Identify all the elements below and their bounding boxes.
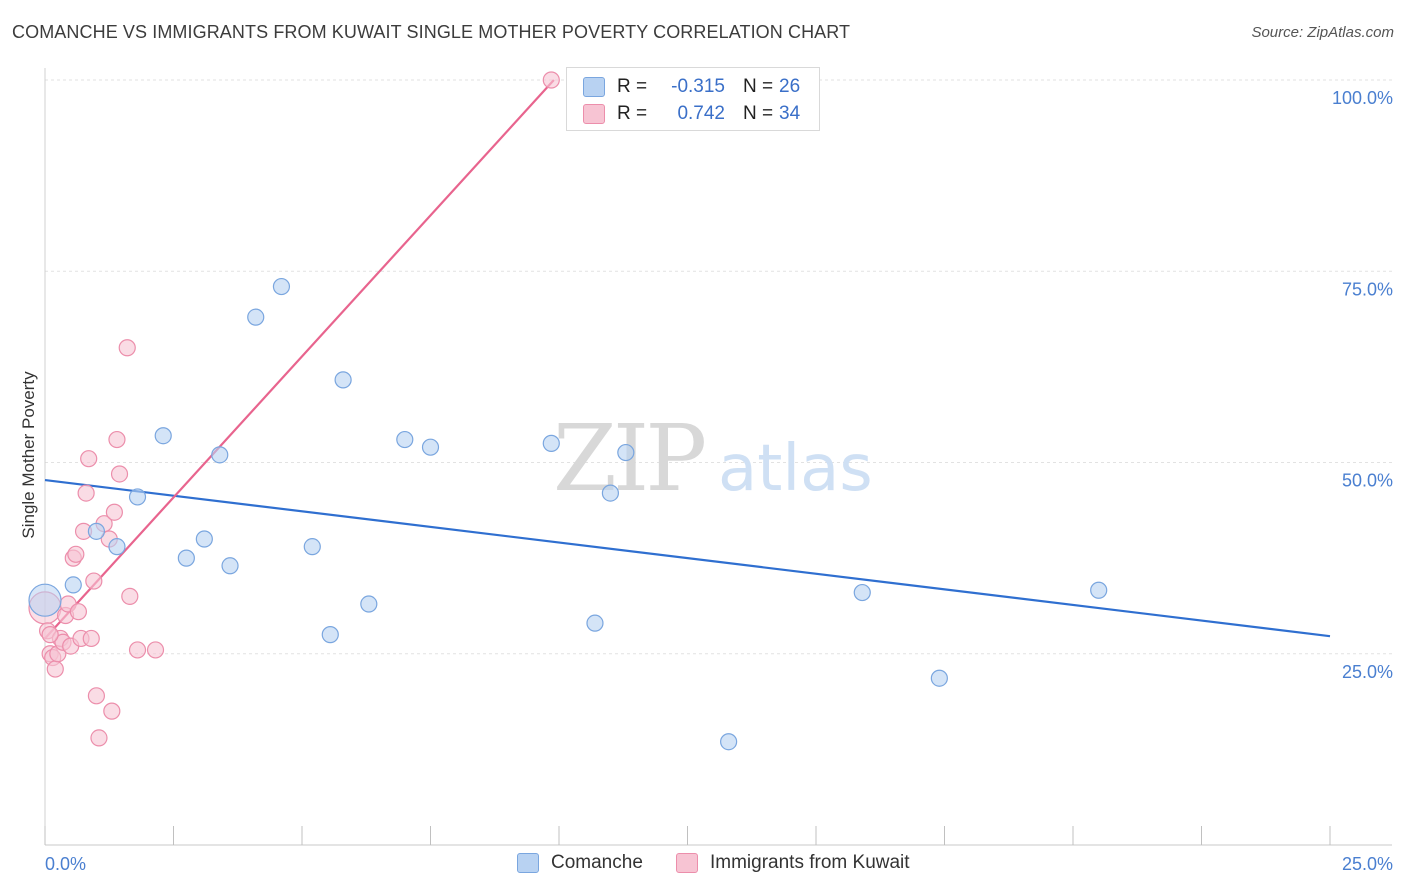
point-comanche — [853, 583, 871, 602]
point-kuwait — [121, 587, 139, 605]
point-comanche — [195, 530, 213, 548]
point-comanche — [87, 522, 106, 540]
point-kuwait — [67, 545, 85, 563]
point-kuwait — [108, 430, 126, 449]
point-comanche — [617, 443, 635, 462]
point-comanche — [360, 595, 378, 613]
point-comanche — [211, 446, 229, 464]
point-kuwait — [146, 641, 165, 659]
kuwait-swatch — [676, 853, 698, 873]
point-comanche — [334, 371, 352, 389]
x-tick-label: 25.0% — [1342, 854, 1393, 874]
point-comanche — [64, 576, 82, 594]
legend-item-kuwait[interactable]: Immigrants from Kuwait — [676, 852, 910, 874]
axes — [44, 68, 1392, 846]
point-kuwait — [105, 503, 123, 521]
point-comanche — [321, 626, 339, 644]
point-comanche — [272, 277, 291, 296]
legend-label: Comanche — [551, 852, 643, 873]
legend-label: Immigrants from Kuwait — [710, 852, 910, 873]
point-comanche — [221, 557, 239, 575]
legend-row-comanche: R = -0.315 N = 26 — [583, 75, 800, 99]
watermark: ZIPatlas — [553, 405, 873, 512]
watermark-atlas: atlas — [718, 432, 873, 506]
r-value: -0.315 — [671, 76, 725, 97]
point-comanche — [177, 549, 195, 567]
data-points — [28, 71, 1108, 751]
point-comanche — [396, 430, 414, 449]
n-value: 26 — [779, 76, 801, 97]
point-comanche — [542, 434, 560, 452]
kuwait-swatch — [583, 104, 605, 124]
point-comanche — [421, 438, 440, 456]
point-kuwait — [110, 465, 129, 483]
point-comanche — [1090, 581, 1108, 599]
point-comanche — [128, 488, 147, 506]
point-comanche — [930, 669, 948, 687]
point-kuwait — [80, 450, 98, 468]
point-kuwait — [46, 660, 64, 678]
trend-line-comanche — [44, 479, 1331, 638]
point-comanche — [586, 614, 604, 632]
comanche-swatch — [517, 853, 539, 873]
correlation-legend: R = -0.315 N = 26 R = 0.742 N = 34 — [566, 67, 820, 131]
n-label: N = — [743, 103, 774, 124]
point-kuwait — [87, 687, 106, 705]
point-kuwait — [128, 641, 147, 659]
point-comanche — [720, 733, 738, 751]
r-label: R = — [617, 76, 648, 97]
point-kuwait — [542, 71, 560, 89]
point-kuwait — [69, 603, 88, 621]
r-label: R = — [617, 103, 648, 124]
point-kuwait — [118, 339, 136, 357]
n-value: 34 — [779, 103, 801, 124]
y-tick-label: 25.0% — [1342, 662, 1393, 682]
chart-title: COMANCHE VS IMMIGRANTS FROM KUWAIT SINGL… — [12, 22, 851, 42]
comanche-swatch — [583, 77, 605, 97]
trend-line-kuwait — [44, 79, 555, 640]
point-comanche — [28, 583, 62, 617]
y-axis-label: Single Mother Poverty — [19, 371, 38, 539]
x-tick-label: 0.0% — [45, 854, 86, 874]
point-kuwait — [82, 629, 100, 648]
point-comanche — [303, 538, 321, 556]
y-tick-label: 50.0% — [1342, 471, 1393, 491]
y-tick-label: 75.0% — [1342, 279, 1393, 299]
source-label: Source: ZipAtlas.com — [1251, 24, 1394, 41]
point-comanche — [154, 427, 172, 445]
legend-row-kuwait: R = 0.742 N = 34 — [583, 102, 800, 126]
n-label: N = — [743, 76, 774, 97]
legend-item-comanche[interactable]: Comanche — [517, 852, 643, 874]
tick-labels: 25.0% 50.0% 75.0% 100.0% 0.0% 25.0% — [45, 88, 1393, 874]
r-value: 0.742 — [677, 103, 725, 124]
point-comanche — [108, 538, 126, 556]
point-kuwait — [77, 484, 95, 502]
point-kuwait — [85, 572, 103, 590]
point-comanche — [601, 484, 620, 502]
trend-lines — [44, 79, 1331, 640]
y-tick-label: 100.0% — [1332, 88, 1393, 108]
point-comanche — [247, 308, 265, 326]
point-kuwait — [41, 626, 59, 644]
gridlines — [45, 79, 1392, 655]
series-legend: Comanche Immigrants from Kuwait — [0, 852, 1406, 876]
point-kuwait — [90, 729, 108, 747]
point-kuwait — [103, 702, 121, 720]
